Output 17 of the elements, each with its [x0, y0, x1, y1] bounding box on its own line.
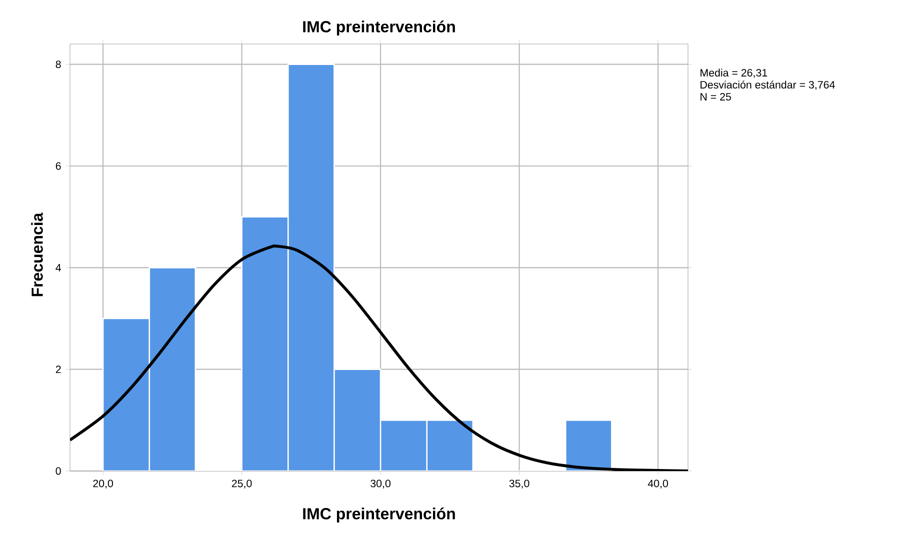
text: N = 25 [700, 92, 731, 101]
y-axis-title: Frecuencia [31, 212, 43, 296]
x-tick-label: 35,0 [509, 480, 530, 489]
x-tick-label: 30,0 [370, 480, 390, 489]
text: Desviación estándar = 3,764 [700, 80, 835, 90]
chart-title: IMC preintervención [303, 20, 455, 36]
x-tick-label: 25,0 [232, 480, 252, 489]
y-tick-label: 2 [56, 366, 61, 374]
y-tick-label: 0 [56, 467, 61, 475]
text: Media = 26,31 [700, 68, 768, 78]
y-tick-label: 4 [56, 264, 61, 272]
y-tick-label: 8 [56, 60, 61, 68]
line-series [70, 244, 688, 471]
y-tick-label: 6 [56, 162, 61, 170]
x-tick-label: 40,0 [648, 480, 668, 489]
x-tick-label: 20,0 [93, 480, 113, 489]
x-axis-title: IMC preintervención [303, 507, 455, 523]
